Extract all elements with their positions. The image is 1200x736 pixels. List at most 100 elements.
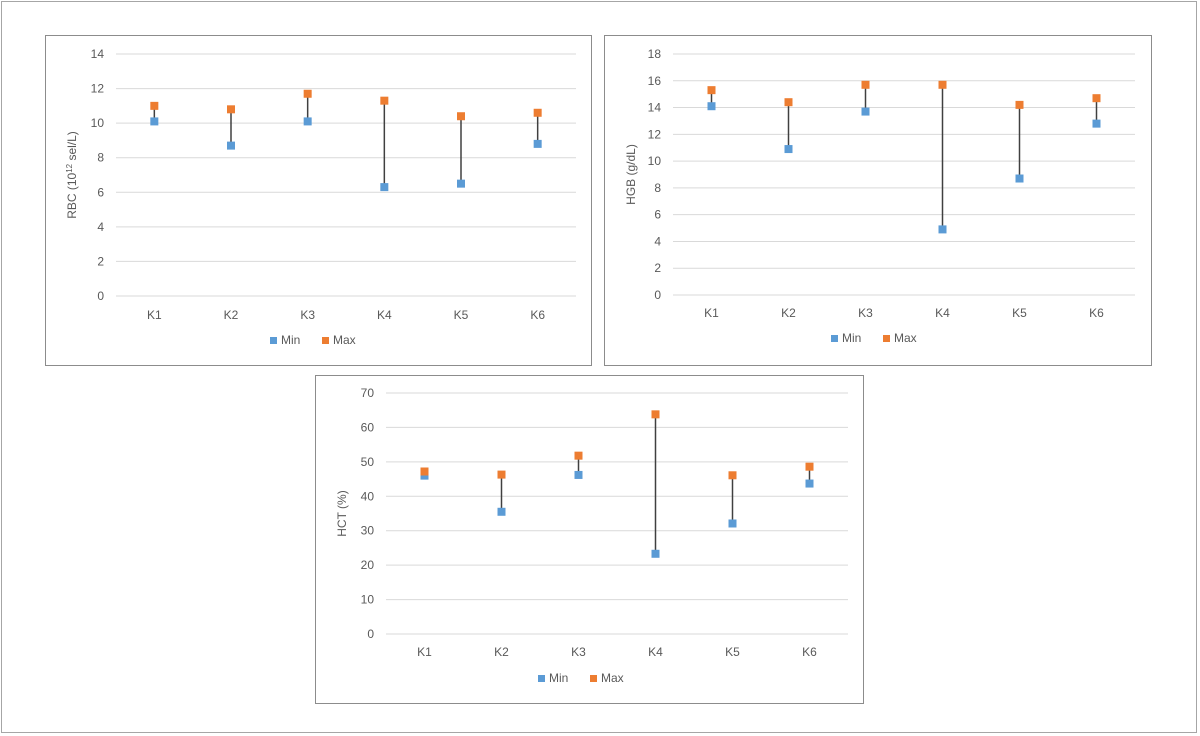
legend: Min Max — [831, 331, 917, 345]
min-marker — [707, 102, 716, 111]
x-tick-label: K4 — [377, 308, 392, 322]
max-marker — [574, 451, 583, 460]
min-marker — [1015, 174, 1024, 183]
max-marker — [805, 462, 814, 471]
legend-max-swatch — [883, 335, 890, 342]
x-tick-label: K2 — [781, 306, 796, 320]
legend-max-swatch — [590, 675, 597, 682]
y-tick-label: 0 — [367, 627, 374, 641]
min-marker — [150, 117, 159, 126]
y-tick-label: 60 — [361, 420, 375, 434]
max-marker — [380, 96, 389, 105]
x-tick-label: K2 — [224, 308, 239, 322]
max-marker — [303, 89, 312, 98]
y-tick-label: 8 — [654, 181, 661, 195]
y-tick-label: 10 — [91, 116, 105, 130]
min-marker — [861, 107, 870, 116]
x-tick-label: K3 — [858, 306, 873, 320]
y-tick-label: 14 — [648, 101, 662, 115]
min-marker — [805, 479, 814, 488]
min-marker — [303, 117, 312, 126]
x-tick-label: K1 — [417, 645, 432, 659]
max-marker — [861, 80, 870, 89]
y-tick-label: 40 — [361, 489, 375, 503]
x-tick-label: K5 — [454, 308, 469, 322]
x-tick-label: K2 — [494, 645, 509, 659]
min-marker — [938, 225, 947, 234]
legend-max-swatch — [322, 337, 329, 344]
max-marker — [150, 101, 159, 110]
y-tick-label: 10 — [648, 154, 662, 168]
x-tick-label: K3 — [571, 645, 586, 659]
legend-min-label: Min — [842, 331, 861, 345]
max-marker — [728, 471, 737, 480]
max-marker — [651, 410, 660, 419]
y-tick-label: 16 — [648, 74, 662, 88]
x-tick-label: K5 — [1012, 306, 1027, 320]
y-tick-label: 8 — [97, 151, 104, 165]
hct-chart: 0 10 20 30 40 50 60 70 K1 K2 K3 K4 K5 K6 HCT (%) Min Max — [335, 386, 848, 685]
y-tick-label: 2 — [97, 254, 104, 268]
y-axis-label-main: HGB (g/dL) — [624, 144, 638, 205]
max-marker — [227, 105, 235, 114]
y-axis-label-main: HCT (%) — [335, 490, 349, 536]
y-tick-label: 20 — [361, 558, 375, 572]
y-tick-label: 0 — [97, 289, 104, 303]
hgb-chart: 0 2 4 6 8 10 12 14 16 18 K1 K2 K3 K4 K5 K6 HGB (g/dL) Min… — [624, 47, 1135, 345]
hgb-chart-panel: 0 2 4 6 8 10 12 14 16 18 K1 K2 K3 K4 K5 K6 HGB (g/dL) Min… — [604, 35, 1152, 366]
max-marker — [420, 467, 429, 476]
min-marker — [651, 549, 660, 558]
x-tick-label: K6 — [530, 308, 545, 322]
rbc-chart-panel: 0 2 4 6 8 10 12 14 K1 K2 K3 K4 K5 K6 RBC (1012 sel/L) M… — [45, 35, 592, 366]
legend-min-swatch — [831, 335, 838, 342]
legend-min-label: Min — [549, 671, 568, 685]
x-tick-label: K6 — [802, 645, 817, 659]
y-axis-label-superscript: 12 — [65, 163, 74, 172]
max-marker — [707, 86, 716, 95]
x-tick-label: K6 — [1089, 306, 1104, 320]
y-axis-label-main: RBC (10 — [65, 172, 79, 218]
y-axis-label-unit: sel/L) — [65, 131, 79, 164]
min-marker — [420, 471, 429, 480]
legend-min-label: Min — [281, 333, 300, 347]
max-marker — [457, 112, 465, 121]
max-marker — [1092, 94, 1101, 103]
legend: Min Max — [538, 671, 624, 685]
min-marker — [784, 145, 793, 154]
y-tick-label: 0 — [654, 288, 661, 302]
y-tick-label: 6 — [654, 208, 661, 222]
y-tick-label: 2 — [654, 261, 661, 275]
y-tick-label: 12 — [648, 127, 662, 141]
x-tick-label: K1 — [147, 308, 162, 322]
y-tick-label: 6 — [97, 185, 104, 199]
y-tick-label: 12 — [91, 82, 105, 96]
legend-max-label: Max — [894, 331, 917, 345]
min-marker — [380, 183, 389, 192]
min-marker — [574, 470, 583, 479]
min-marker — [1092, 119, 1101, 128]
max-marker — [784, 98, 793, 107]
x-tick-label: K3 — [300, 308, 315, 322]
hct-chart-panel: 0 10 20 30 40 50 60 70 K1 K2 K3 K4 K5 K6 HCT (%) Min Max — [315, 375, 864, 704]
legend: Min Max — [270, 333, 356, 347]
y-tick-label: 4 — [97, 220, 104, 234]
max-marker — [533, 108, 542, 117]
y-tick-label: 30 — [361, 524, 375, 538]
min-marker — [533, 139, 542, 148]
legend-max-label: Max — [333, 333, 356, 347]
min-marker — [227, 141, 235, 150]
x-tick-label: K4 — [935, 306, 950, 320]
y-axis-label: HCT (%) — [335, 490, 349, 536]
y-tick-label: 50 — [361, 455, 375, 469]
legend-min-swatch — [270, 337, 277, 344]
y-tick-label: 18 — [648, 47, 662, 61]
legend-max-label: Max — [601, 671, 624, 685]
y-tick-label: 4 — [654, 234, 661, 248]
legend-min-swatch — [538, 675, 545, 682]
min-marker — [728, 519, 737, 528]
max-marker — [497, 470, 506, 479]
x-tick-label: K1 — [704, 306, 719, 320]
min-marker — [497, 507, 506, 516]
